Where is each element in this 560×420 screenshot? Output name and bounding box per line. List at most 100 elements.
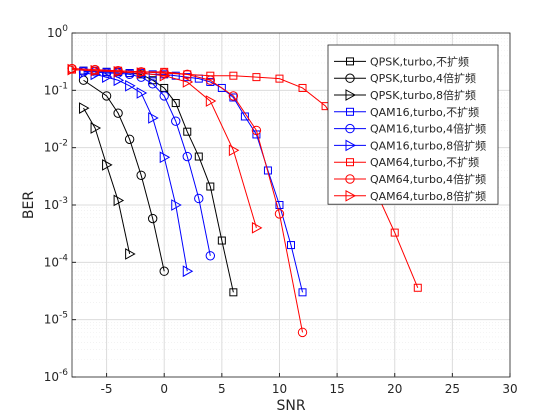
marker <box>101 91 112 101</box>
marker <box>298 288 307 297</box>
marker <box>252 73 261 82</box>
y-axis-label: BER <box>21 191 37 219</box>
legend-label: QPSK,turbo,不扩频 <box>370 54 469 68</box>
marker <box>275 201 284 209</box>
marker <box>124 69 135 80</box>
marker <box>205 251 216 261</box>
x-tick-label: 0 <box>160 382 168 396</box>
marker <box>297 327 308 338</box>
marker <box>182 151 192 162</box>
marker <box>113 108 123 118</box>
series-line <box>71 69 257 228</box>
marker <box>345 89 357 101</box>
marker <box>298 83 307 92</box>
marker <box>274 209 285 219</box>
x-axis-label: SNR <box>276 398 305 414</box>
marker <box>194 152 203 161</box>
legend-label: QAM16,turbo,不扩频 <box>370 105 479 119</box>
marker <box>159 69 171 82</box>
marker <box>113 66 125 78</box>
marker <box>159 91 169 101</box>
marker <box>67 63 79 76</box>
marker <box>217 83 226 92</box>
y-tick-label: 10-5 <box>44 311 68 327</box>
marker <box>390 228 399 237</box>
marker <box>182 265 194 278</box>
legend-label: QAM16,turbo,8倍扩频 <box>370 138 486 152</box>
marker <box>228 91 239 101</box>
series-line <box>71 68 304 333</box>
legend-label: QAM16,turbo,4倍扩频 <box>370 122 486 136</box>
marker <box>136 67 148 79</box>
y-tick-label: 10-2 <box>44 139 68 155</box>
marker <box>345 174 355 184</box>
marker <box>113 74 125 87</box>
legend-label: QPSK,turbo,8倍扩频 <box>370 88 476 102</box>
legend-box <box>327 44 499 205</box>
marker <box>345 189 357 202</box>
marker <box>346 57 354 66</box>
marker <box>206 182 215 191</box>
marker <box>345 139 357 152</box>
marker <box>124 134 135 144</box>
marker <box>136 87 148 99</box>
marker <box>205 75 216 85</box>
x-tick-label: 25 <box>445 382 460 396</box>
marker <box>228 144 240 157</box>
marker <box>102 159 113 171</box>
marker <box>251 221 263 234</box>
marker <box>205 95 217 107</box>
y-tick-label: 10-4 <box>44 253 69 269</box>
marker <box>90 64 102 77</box>
marker <box>194 193 204 204</box>
marker <box>171 99 180 108</box>
series-line <box>83 79 165 272</box>
marker <box>287 241 295 250</box>
marker <box>125 79 136 92</box>
marker <box>275 74 284 83</box>
marker <box>102 71 113 83</box>
y-tick-label: 10-6 <box>44 368 69 384</box>
marker <box>229 288 238 297</box>
marker <box>147 79 158 89</box>
legend-label: QAM64,turbo,不扩频 <box>370 155 479 169</box>
marker <box>147 213 158 224</box>
y-tick-label: 10-3 <box>44 196 68 212</box>
marker <box>171 116 181 126</box>
marker <box>79 102 90 114</box>
marker <box>345 123 355 134</box>
marker <box>346 107 354 116</box>
marker <box>159 151 171 164</box>
marker <box>217 236 226 245</box>
plot-frame <box>71 32 511 378</box>
y-tick-label: 100 <box>47 24 68 40</box>
marker <box>346 158 354 167</box>
marker <box>171 199 182 211</box>
x-tick-label: 30 <box>502 382 517 396</box>
marker <box>182 69 192 80</box>
marker <box>413 283 422 292</box>
marker <box>206 71 215 80</box>
series-line <box>83 72 188 272</box>
marker <box>148 112 159 124</box>
marker <box>136 170 146 180</box>
y-tick-label: 10-1 <box>44 81 68 97</box>
marker <box>251 125 262 136</box>
series-line <box>83 107 131 255</box>
x-tick-label: 15 <box>329 382 344 396</box>
marker <box>113 194 125 207</box>
marker <box>90 122 102 134</box>
marker <box>125 248 136 260</box>
legend-label: QPSK,turbo,4倍扩频 <box>370 71 476 85</box>
marker <box>159 266 169 276</box>
x-tick-label: -5 <box>101 382 113 396</box>
marker <box>183 127 192 136</box>
marker <box>229 71 238 80</box>
x-tick-label: 10 <box>272 382 287 396</box>
x-tick-label: 5 <box>218 382 226 396</box>
x-tick-label: 20 <box>387 382 402 396</box>
legend-label: QAM64,turbo,4倍扩频 <box>370 172 486 186</box>
marker <box>182 76 194 88</box>
